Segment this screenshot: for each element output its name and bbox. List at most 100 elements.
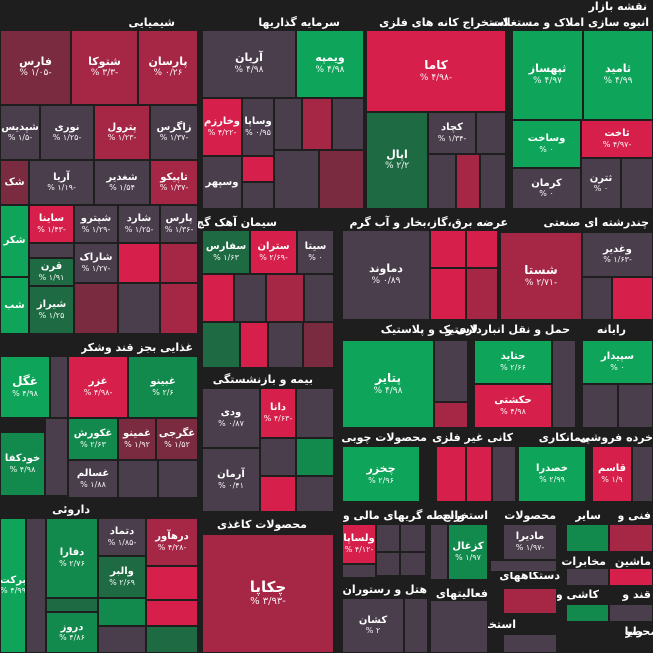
stock-tile[interactable] <box>430 524 448 580</box>
stock-tile[interactable]: چخزر ۲/۹۶ % <box>342 446 420 502</box>
stock-tile[interactable] <box>146 566 198 600</box>
stock-tile[interactable]: پارسان ۰/۲۶ % <box>138 30 198 105</box>
stock-tile[interactable]: مادیرا -۱/۹۷ % <box>503 524 557 560</box>
stock-tile[interactable] <box>632 446 653 502</box>
stock-tile[interactable]: ودی ۰/۸۷ % <box>202 388 260 448</box>
stock-tile[interactable]: ثترن ۰ % <box>581 158 621 209</box>
stock-tile[interactable] <box>268 322 303 368</box>
stock-tile[interactable] <box>436 446 466 502</box>
stock-tile[interactable]: پترول -۱/۲۳ % <box>94 105 150 160</box>
stock-tile[interactable]: شب <box>0 277 29 334</box>
stock-tile[interactable] <box>434 402 468 428</box>
stock-tile[interactable] <box>376 552 400 576</box>
stock-tile[interactable] <box>609 524 653 552</box>
stock-tile[interactable]: کچاد -۱/۳۴ % <box>428 112 476 154</box>
stock-tile[interactable]: شپترو -۱/۲۹ % <box>74 205 118 243</box>
stock-tile[interactable] <box>434 340 468 402</box>
stock-tile[interactable] <box>202 322 240 368</box>
stock-tile[interactable]: ولساپا -۴/۱۲ % <box>342 524 376 564</box>
stock-tile[interactable]: دماوند ۰/۸۹ % <box>342 230 430 320</box>
stock-tile[interactable]: دانا -۴/۶۳ % <box>260 388 296 438</box>
stock-tile[interactable] <box>456 154 480 209</box>
stock-tile[interactable] <box>503 588 557 614</box>
stock-tile[interactable] <box>552 340 576 428</box>
stock-tile[interactable] <box>304 274 334 322</box>
stock-tile[interactable]: شکر <box>0 205 29 277</box>
stock-tile[interactable] <box>296 388 334 438</box>
stock-tile[interactable]: غمینو ۱/۹۲ % <box>118 418 156 460</box>
stock-tile[interactable] <box>160 283 198 334</box>
stock-tile[interactable] <box>319 150 364 209</box>
stock-tile[interactable] <box>582 277 612 320</box>
stock-tile[interactable]: برکت ۴/۹۹ % <box>0 518 26 653</box>
stock-tile[interactable]: شغدیر ۱/۵۴ % <box>94 160 150 205</box>
stock-tile[interactable] <box>582 384 618 428</box>
stock-tile[interactable] <box>490 560 557 572</box>
stock-tile[interactable] <box>609 604 653 622</box>
stock-tile[interactable]: ویمپه ۴/۹۸ % <box>296 30 364 98</box>
stock-tile[interactable] <box>296 476 334 512</box>
stock-tile[interactable] <box>376 524 400 552</box>
stock-tile[interactable]: فارس -۱/۰۵ % <box>0 30 71 105</box>
stock-tile[interactable] <box>98 598 146 626</box>
stock-tile[interactable] <box>430 600 488 653</box>
stock-tile[interactable]: غگرجی ۱/۵۲ % <box>156 418 198 460</box>
stock-tile[interactable]: شارد -۱/۲۵ % <box>118 205 160 243</box>
stock-tile[interactable]: درهآور -۴/۲۸ % <box>146 518 198 566</box>
stock-tile[interactable] <box>160 243 198 283</box>
stock-tile[interactable]: ستران -۲/۶۹ % <box>250 230 297 274</box>
stock-tile[interactable]: وسپهر <box>202 156 242 209</box>
stock-tile[interactable]: شاراک -۱/۲۷ % <box>74 243 118 283</box>
stock-tile[interactable] <box>404 598 428 653</box>
stock-tile[interactable]: وغدیر -۱/۶۳ % <box>582 232 653 277</box>
stock-tile[interactable] <box>45 418 68 496</box>
stock-tile[interactable] <box>158 460 198 498</box>
stock-tile[interactable]: کشان ۲ % <box>342 598 404 653</box>
stock-tile[interactable]: چکاپا -۳/۹۳ % <box>202 534 334 653</box>
stock-tile[interactable] <box>29 243 74 258</box>
stock-tile[interactable]: آریان ۴/۹۸ % <box>202 30 296 98</box>
stock-tile[interactable]: غزر -۴/۹۸ % <box>68 356 128 418</box>
stock-tile[interactable]: آرمان ۰/۴۱ % <box>202 448 260 512</box>
stock-tile[interactable] <box>430 230 466 268</box>
stock-tile[interactable]: زاگرس -۱/۳۷ % <box>150 105 198 160</box>
stock-tile[interactable] <box>466 446 492 502</box>
stock-tile[interactable]: وخارزم -۴/۲۲ % <box>202 98 242 156</box>
stock-tile[interactable]: آریا -۱/۱۹ % <box>29 160 94 205</box>
stock-tile[interactable]: کرمان ۰ % <box>512 168 581 209</box>
stock-tile[interactable] <box>242 156 274 182</box>
stock-tile[interactable]: شیراز ۱/۲۵ % <box>29 286 74 334</box>
stock-tile[interactable]: نوری -۱/۲۵ % <box>40 105 94 160</box>
stock-tile[interactable]: کاما -۴/۹۸ % <box>366 30 506 112</box>
stock-tile[interactable] <box>466 268 498 320</box>
stock-tile[interactable] <box>480 154 506 209</box>
stock-tile[interactable] <box>274 98 302 150</box>
stock-tile[interactable] <box>146 600 198 626</box>
stock-tile[interactable] <box>274 150 319 209</box>
stock-tile[interactable] <box>46 598 98 612</box>
stock-tile[interactable] <box>302 98 332 150</box>
stock-tile[interactable] <box>296 438 334 476</box>
stock-tile[interactable]: سفارس ۱/۶۳ % <box>202 230 250 274</box>
stock-tile[interactable]: تاپیکو -۱/۳۷ % <box>150 160 198 205</box>
stock-tile[interactable]: دفارا ۲/۷۶ % <box>46 518 98 598</box>
stock-tile[interactable] <box>146 626 198 653</box>
stock-tile[interactable]: وساپا ۰/۹۵ % <box>242 98 274 156</box>
stock-tile[interactable] <box>26 518 46 653</box>
stock-tile[interactable]: شتوکا -۳/۳ % <box>71 30 138 105</box>
stock-tile[interactable]: حتاید ۲/۶۶ % <box>474 340 552 384</box>
stock-tile[interactable] <box>618 384 653 428</box>
stock-tile[interactable] <box>466 230 498 268</box>
stock-tile[interactable] <box>202 274 234 322</box>
stock-tile[interactable] <box>260 476 296 512</box>
stock-tile[interactable]: غسالم ۱/۸۸ % <box>68 460 118 498</box>
stock-tile[interactable]: اپال ۲/۲ % <box>366 112 428 209</box>
stock-tile[interactable] <box>118 283 160 334</box>
stock-tile[interactable] <box>303 322 334 368</box>
stock-tile[interactable] <box>609 568 653 586</box>
stock-tile[interactable]: پارس -۱/۳۶ % <box>160 205 198 243</box>
stock-tile[interactable]: قاسم ۱/۹ % <box>592 446 632 502</box>
stock-tile[interactable]: غگل ۴/۹۸ % <box>0 356 50 418</box>
stock-tile[interactable] <box>332 98 364 150</box>
stock-tile[interactable] <box>566 604 609 622</box>
